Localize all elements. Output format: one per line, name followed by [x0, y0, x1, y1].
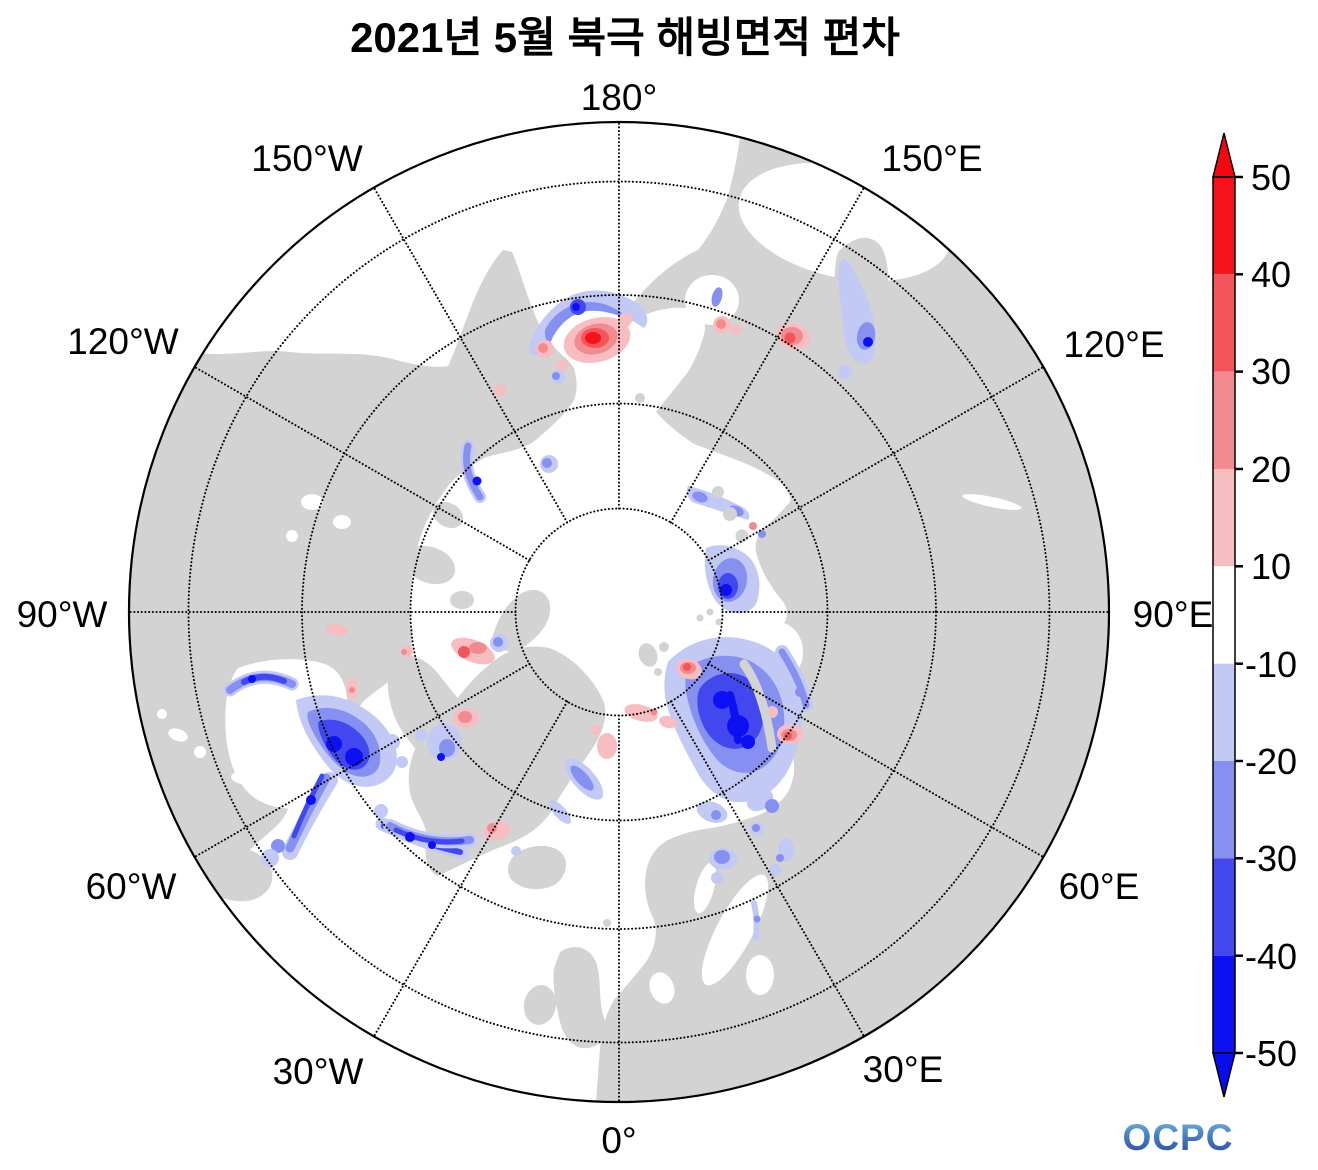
lon-label-120w: 120°W: [67, 321, 179, 362]
lon-label-60e: 60°E: [1059, 866, 1140, 907]
colorbar: 50 40 30 20 10 -10 -20 -30 -40 -50: [1212, 132, 1297, 1098]
lake-athabasca: [286, 530, 298, 542]
cb-label-20: 20: [1251, 449, 1291, 490]
land-iceland: [507, 845, 567, 890]
colorbar-outline: [1212, 176, 1236, 1054]
lon-label-60w: 60°W: [86, 866, 177, 907]
great-lake-1: [168, 728, 188, 742]
map-boundary-circle: [127, 120, 1111, 1104]
land-svalbard: [638, 643, 658, 667]
land-ireland: [523, 985, 557, 1025]
cb-label-m30: -30: [1245, 838, 1297, 879]
land-new-siberian: [695, 425, 705, 435]
land-wrangel: [635, 393, 645, 403]
kattegat: [649, 972, 675, 1004]
land-great-britain: [553, 947, 607, 1049]
anomaly-bering-arc: [528, 290, 648, 355]
lon-label-120e: 120°E: [1063, 324, 1164, 365]
meridians: [128, 121, 1110, 1103]
gulf-of-bothnia: [694, 862, 716, 914]
great-slave-lake: [333, 515, 351, 529]
land-newfoundland: [200, 845, 273, 902]
cb-label-m40: -40: [1245, 936, 1297, 977]
land-faroe: [603, 919, 611, 927]
cb-label-50: 50: [1251, 157, 1291, 198]
cb-label-30: 30: [1251, 351, 1291, 392]
latitude-circle-50n: [187, 180, 1051, 1044]
colorbar-arrow-top: [1212, 132, 1236, 178]
lon-label-30e: 30°E: [863, 1049, 944, 1090]
land-north-america: [129, 250, 577, 980]
great-lake-4: [157, 709, 167, 719]
land-st-lawrence-island: [545, 362, 553, 370]
latitude-circle-60n: [301, 294, 937, 930]
small-islands: [635, 393, 777, 753]
lon-label-180: 180°: [581, 77, 658, 118]
land-eurasia: [592, 122, 1109, 1102]
baltic-south: [746, 955, 774, 995]
cb-label-m50: -50: [1245, 1033, 1297, 1074]
great-lake-2: [194, 746, 206, 758]
colorbar-ticks: [1235, 175, 1243, 1055]
cb-label-m20: -20: [1245, 741, 1297, 782]
great-lake-3: [231, 771, 253, 785]
land-novaya-zemlya: [739, 659, 777, 753]
page-title: 2021년 5월 북극 해빙면적 편차: [350, 14, 900, 61]
land-franz-josef: [696, 614, 704, 622]
lon-label-30w: 30°W: [273, 1051, 364, 1092]
map-area: [129, 122, 1109, 1102]
graticule: [128, 121, 1110, 1103]
cb-label-m10: -10: [1245, 644, 1297, 685]
land-severnaya-zemlya: [712, 486, 724, 498]
longitude-labels: 180° 150°W 150°E 120°W 120°E 90°W 90°E 6…: [17, 77, 1214, 1161]
latitude-circle-70n: [409, 402, 829, 822]
anomaly-fields: [223, 258, 876, 941]
cb-label-40: 40: [1251, 254, 1291, 295]
lake-baikal: [962, 494, 1022, 510]
cb-label-10: 10: [1251, 546, 1291, 587]
lon-label-0: 0°: [601, 1120, 636, 1161]
ocpc-logo: OCPC: [1123, 1117, 1234, 1158]
lon-label-90e: 90°E: [1133, 594, 1214, 635]
colorbar-tick-labels: 50 40 30 20 10 -10 -20 -30 -40 -50: [1245, 157, 1297, 1074]
lon-label-150w: 150°W: [251, 138, 363, 179]
lon-label-90w: 90°W: [17, 594, 108, 635]
lon-label-150e: 150°E: [881, 138, 982, 179]
colorbar-arrow-bottom: [1212, 1052, 1236, 1098]
great-bear-lake: [301, 494, 323, 510]
